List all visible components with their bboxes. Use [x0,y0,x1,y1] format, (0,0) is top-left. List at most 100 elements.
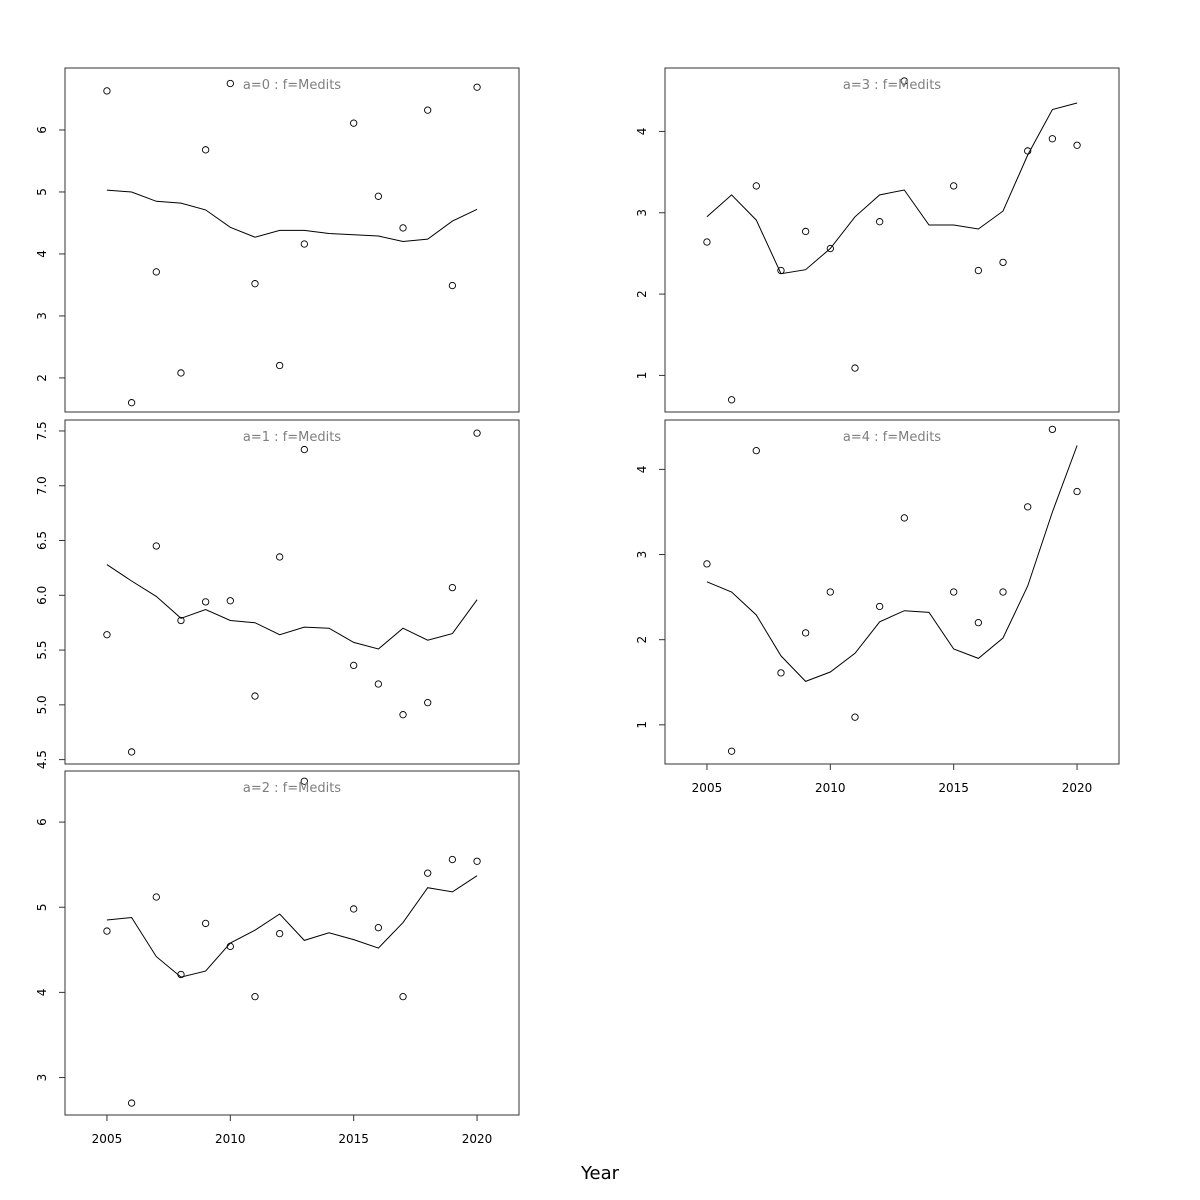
data-point [703,560,711,568]
y-tick-label: 6 [35,818,49,826]
y-tick-label: 5 [35,903,49,911]
x-tick-label: 2015 [338,1132,369,1146]
panel-frame [664,419,1120,765]
y-tick-label: 4 [35,250,49,258]
data-point [801,227,810,236]
x-tick-label: 2020 [462,1132,493,1146]
x-axis-label: Year [580,1163,620,1184]
y-tick-label: 5 [35,188,49,196]
data-point [177,970,185,979]
data-point [201,146,210,154]
fit-line [106,189,478,243]
y-tick-label: 1 [635,721,649,729]
data-point [974,266,983,275]
data-point [777,669,785,677]
data-point [876,602,884,611]
panel-1: 4.5 5.0 5.5 6.0 6.5 7.0 7.5 a=1 : f=Medits [35,419,520,769]
fit-line [706,445,1078,682]
fit-line [106,564,478,650]
data-point [974,619,983,627]
data-point [127,1099,136,1107]
panel-title: a=1 : f=Medits [243,430,341,445]
data-point [424,698,432,707]
data-point [127,399,136,407]
panel-title: a=0 : f=Medits [243,78,341,93]
y-tick-label: 5.5 [35,641,49,660]
data-point [152,268,160,276]
data-point [727,747,736,755]
data-point [251,280,259,288]
data-point [201,598,210,606]
data-point [103,87,111,95]
y-tick-label: 6.5 [35,531,49,550]
data-point [300,445,308,454]
data-point [399,711,407,719]
data-point [374,924,383,932]
y-tick-label: 2 [635,290,649,298]
fit-line [706,102,1078,275]
data-point [1048,425,1057,434]
data-point [950,182,958,190]
data-point [851,364,859,372]
y-tick-label: 3 [635,551,649,559]
data-point [1024,147,1032,155]
data-point [103,631,111,639]
y-tick-label: 2 [635,636,649,644]
data-point [999,258,1007,267]
panel-frame [64,770,520,1116]
panel-title: a=4 : f=Medits [843,430,941,445]
x-tick-label: 2015 [938,781,969,795]
data-point [177,616,185,625]
data-point [276,929,284,938]
data-point [424,869,432,877]
panel-0: 2 3 4 5 6 a=0 : f=Medits [35,67,520,413]
data-point [103,927,111,935]
data-point [300,777,308,785]
panel-frame [664,67,1120,413]
data-point [473,83,481,91]
y-tick-label: 7.0 [35,476,49,495]
data-point [900,77,908,85]
y-tick-label: 2 [35,374,49,382]
x-tick-label: 2005 [92,1132,123,1146]
panel-3: 1 2 3 4 a=3 : f=Medits [635,67,1120,413]
y-tick-label: 3 [635,209,649,217]
data-point [950,588,958,596]
y-tick-label: 4 [35,989,49,997]
data-point [374,680,383,688]
data-point [226,942,234,951]
data-point [276,361,284,370]
data-point [851,713,859,721]
panel-2: 3 4 5 6 2005 2010 2015 2020 a=2 : f=Medits [35,770,520,1146]
y-tick-label: 6.0 [35,586,49,605]
data-point [300,240,308,248]
data-point [424,106,432,114]
x-tick-label: 2010 [815,781,846,795]
data-point [399,992,407,1001]
data-point [876,218,884,226]
y-tick-label: 3 [35,312,49,320]
data-point [127,748,136,756]
data-point [152,542,160,550]
data-point [226,79,234,88]
data-point [727,396,736,404]
data-point [350,661,358,670]
data-point [900,514,908,522]
data-point [399,224,407,232]
data-point [350,119,358,127]
y-tick-label: 3 [35,1074,49,1082]
data-point [201,919,210,928]
y-tick-label: 4 [635,128,649,136]
data-point [1073,141,1081,149]
data-point [1024,503,1032,511]
y-tick-label: 5.0 [35,695,49,714]
panel-title: a=2 : f=Medits [243,781,341,796]
data-point [226,597,234,605]
panel-frame [64,419,520,765]
y-tick-label: 4 [635,466,649,474]
data-point [801,629,810,637]
y-tick-label: 1 [635,372,649,380]
data-point [1048,135,1057,143]
data-point [448,583,457,592]
data-point [276,553,284,561]
